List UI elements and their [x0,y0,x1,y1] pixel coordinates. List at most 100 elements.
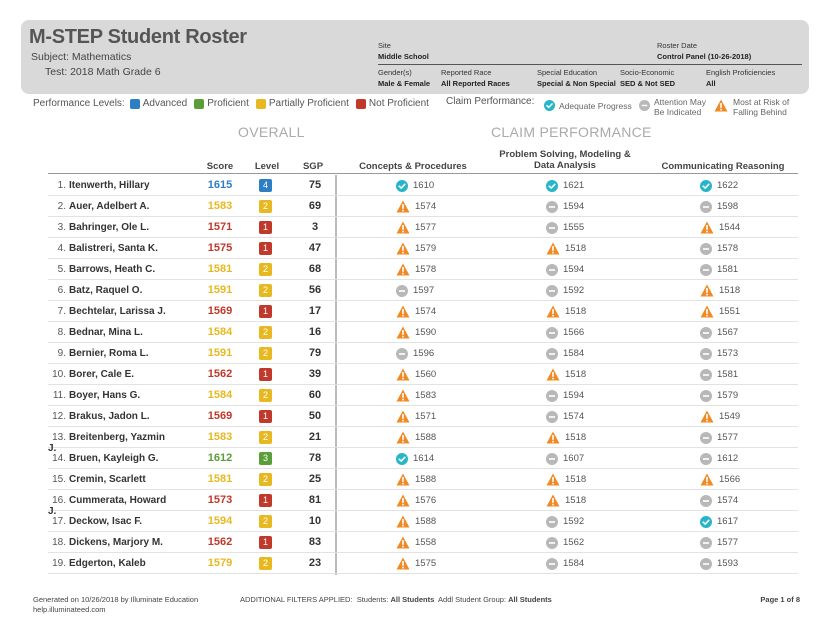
sped-value: Special & Non Special [537,79,616,88]
minus-circle-icon [546,515,558,528]
level-badge: 4 [259,179,272,192]
claim-score: 1581 [717,264,739,275]
claim-score: 1518 [565,432,587,443]
minus-circle-icon [700,452,712,465]
check-circle-icon [396,452,408,465]
race-value: All Reported Races [441,79,510,88]
level-badge: 2 [259,431,272,444]
overall-section-title: OVERALL [238,124,305,140]
legend-partially: Partially Proficient [255,98,349,109]
claim-score: 1562 [563,537,585,548]
student-name: 18. Dickens, Marjory M. [48,537,168,548]
row-number: 3. [57,222,66,233]
table-row: 12. Brakus, Jadon L. 1569 1 50 1571 1574 1549 [48,406,798,427]
claim-score: 1614 [413,453,435,464]
communicating-cell: 1566 [700,473,740,486]
check-circle-icon [544,100,555,111]
communicating-cell: 1577 [700,431,738,444]
sgp-value: 21 [308,431,322,443]
english-value: All [706,79,716,88]
level-badge: 1 [259,242,272,255]
problem-solving-cell: 1518 [546,431,586,444]
level-badge: 2 [259,263,272,276]
claim-score: 1574 [563,411,585,422]
communicating-cell: 1612 [700,452,738,465]
claim-score: 1584 [563,558,585,569]
row-number: 13. [52,432,66,443]
sgp-value: 16 [308,326,322,338]
score-value: 1569 [207,410,233,422]
student-name: 6. Batz, Raquel O. [48,285,168,296]
row-number: 16. [52,495,66,506]
score-value: 1583 [207,431,233,443]
problem-solving-cell: 1566 [546,326,584,339]
legend-not: Not Proficient [355,98,429,109]
minus-circle-icon [546,221,558,234]
sgp-value: 3 [311,221,319,233]
gender-value: Male & Female [378,79,431,88]
concepts-column-header: Concepts & Procedures [359,161,467,172]
warning-triangle-icon [700,473,714,486]
minus-circle-icon [546,389,558,402]
claim-score: 1577 [717,432,739,443]
student-name: 4. Balistreri, Santa K. [48,243,168,254]
sgp-value: 78 [308,452,322,464]
claim-score: 1576 [415,495,437,506]
concepts-cell: 1576 [396,494,436,507]
claim-score: 1518 [565,495,587,506]
warning-triangle-icon [546,473,560,486]
legend-attention: Attention May Be Indicated [654,97,706,117]
claim-score: 1592 [563,516,585,527]
row-number: 5. [57,264,66,275]
warning-triangle-icon [546,305,560,318]
problem-solving-cell: 1518 [546,494,586,507]
concepts-cell: 1579 [396,242,436,255]
level-badge: 1 [259,536,272,549]
score-value: 1562 [207,536,233,548]
claim-score: 1518 [565,369,587,380]
problem-solving-cell: 1594 [546,263,584,276]
warning-triangle-icon [396,368,410,381]
minus-circle-icon [700,536,712,549]
claim-score: 1622 [717,180,739,191]
row-number: 4. [57,243,66,254]
student-name: 15. Cremin, Scarlett [48,474,168,485]
level-badge: 1 [259,368,272,381]
row-number: 7. [57,306,66,317]
concepts-cell: 1614 [396,452,434,465]
level-badge: 1 [259,305,272,318]
claim-score: 1518 [565,243,587,254]
socio-value: SED & Not SED [620,79,676,88]
score-value: 1591 [207,284,233,296]
score-value: 1591 [207,347,233,359]
claim-score: 1579 [717,390,739,401]
warning-triangle-icon [396,263,410,276]
table-row: 14. Bruen, Kayleigh G. 1612 3 78 1614 1607 1612 [48,448,798,469]
minus-circle-icon [546,452,558,465]
concepts-cell: 1588 [396,431,436,444]
report-header: M-STEP Student Roster Subject: Mathemati… [21,20,809,94]
claim-score: 1607 [563,453,585,464]
communicating-cell: 1593 [700,557,738,570]
table-row: 19. Edgerton, Kaleb 1579 2 23 1575 1584 1593 [48,553,798,574]
concepts-cell: 1610 [396,179,434,192]
claim-score: 1612 [717,453,739,464]
claim-score: 1583 [415,390,437,401]
score-value: 1581 [207,473,233,485]
warning-triangle-icon [546,494,560,507]
advanced-swatch [129,98,140,109]
table-row: 15. Cremin, Scarlett 1581 2 25 1588 1518 1566 [48,469,798,490]
minus-circle-icon [639,100,650,111]
site-value: Middle School [378,52,429,61]
claim-score: 1581 [717,369,739,380]
concepts-cell: 1571 [396,410,436,423]
minus-circle-icon [546,557,558,570]
row-number: 8. [57,327,66,338]
communicating-cell: 1573 [700,347,738,360]
table-row: 17. Deckow, Isac F. 1594 2 10 1588 1592 1617 [48,511,798,532]
minus-circle-icon [700,431,712,444]
warning-triangle-icon [396,221,410,234]
level-badge: 1 [259,494,272,507]
claim-score: 1578 [717,243,739,254]
claim-score: 1594 [563,390,585,401]
